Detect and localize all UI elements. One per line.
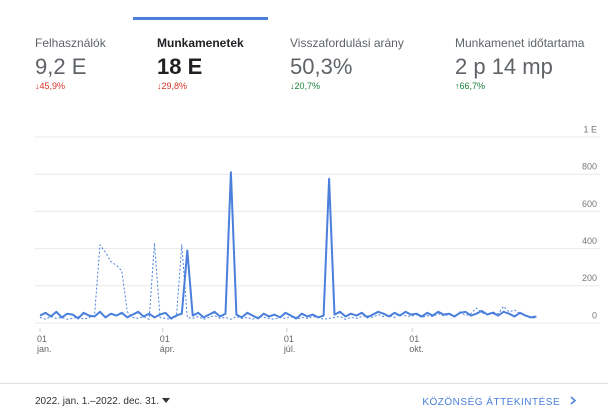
series-line	[39, 171, 537, 320]
metric-label: Felhasználók	[35, 36, 106, 50]
metric-change: ↑66,7%	[455, 81, 486, 91]
x-tick-label: 01 júl.	[283, 334, 296, 354]
metric-value: 50,3%	[290, 54, 353, 79]
y-tick-label: 400	[582, 236, 597, 246]
y-tick-label: 0	[592, 310, 597, 320]
chevron-icon	[570, 396, 577, 405]
date-range-text: 2022. jan. 1.–2022. dec. 31.	[35, 396, 159, 407]
y-tick-label: 1 E	[583, 124, 597, 134]
overview-link-text: KÖZÖNSÉG ÁTTEKINTÉSE	[422, 397, 561, 408]
y-tick-label: 200	[582, 273, 597, 283]
x-tick-label: 01 jan.	[37, 334, 52, 354]
overview-link[interactable]: KÖZÖNSÉG ÁTTEKINTÉSE	[422, 396, 577, 408]
x-tick-label: 01 okt.	[409, 334, 424, 354]
selected-indicator	[133, 17, 268, 20]
metric-label: Munkamenetek	[157, 36, 244, 50]
chart: 0 200 400 600 800 1 E	[35, 124, 600, 332]
metric-label: Munkamenet időtartama	[455, 36, 585, 50]
metric-change: ↓29,8%	[157, 81, 188, 91]
metric-value: 18 E	[157, 54, 203, 79]
metric-value: 2 p 14 mp	[455, 54, 553, 79]
metric-change: ↓20,7%	[290, 81, 321, 91]
date-range[interactable]: 2022. jan. 1.–2022. dec. 31.	[35, 396, 170, 407]
footer: 2022. jan. 1.–2022. dec. 31. KÖZÖNSÉG ÁT…	[0, 383, 608, 412]
metric-change: ↓45,9%	[35, 81, 66, 91]
y-tick-label: 800	[582, 162, 597, 172]
y-tick-label: 600	[582, 199, 597, 209]
metric-value: 9,2 E	[35, 54, 87, 79]
metric-label: Visszafordulási arány	[290, 36, 404, 50]
series-line	[39, 242, 537, 320]
x-tick-label: 01 ápr.	[159, 334, 175, 354]
dropdown-icon	[161, 398, 170, 403]
